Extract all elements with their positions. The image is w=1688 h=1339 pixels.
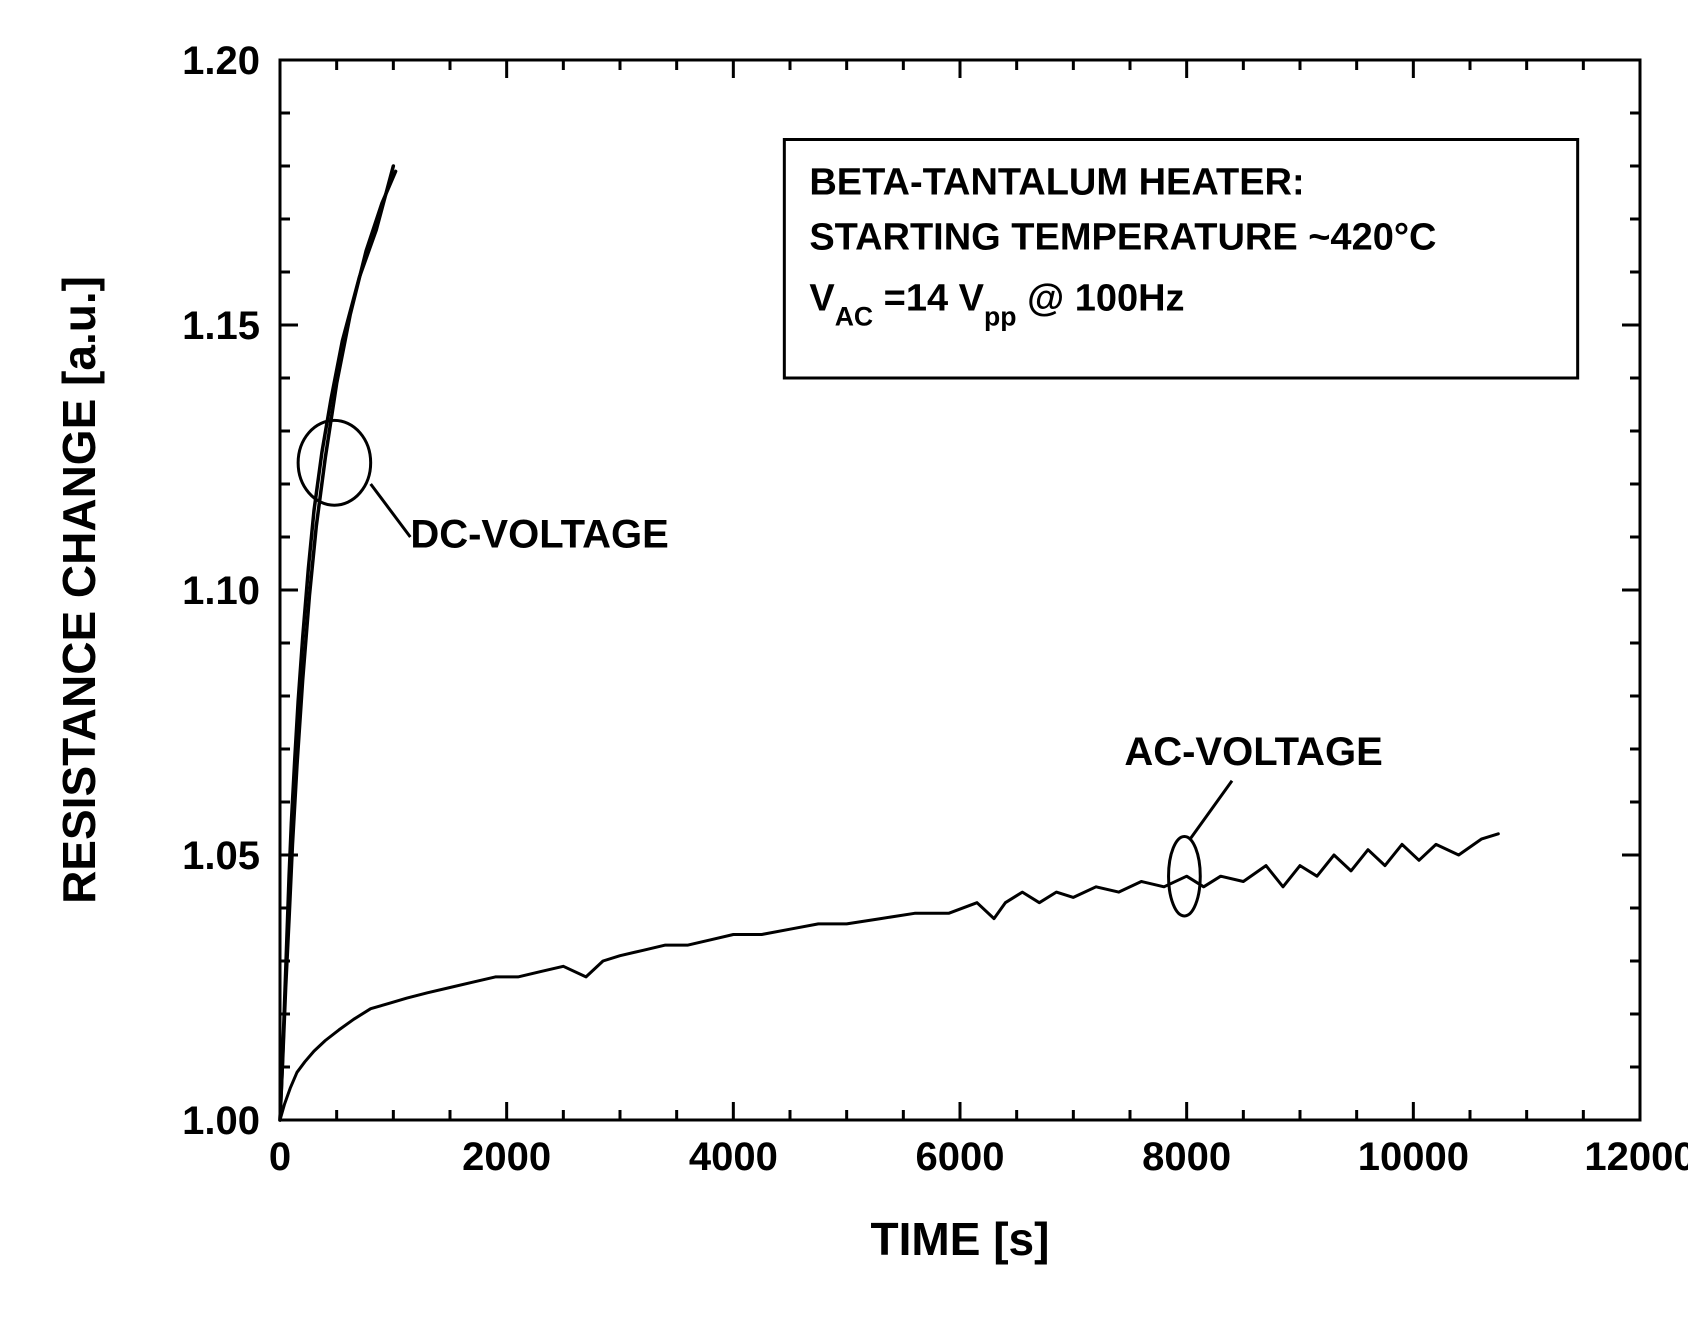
y-tick-label: 1.05: [182, 834, 260, 878]
dc-voltage-label-ellipse-icon: [298, 420, 371, 505]
x-tick-label: 0: [269, 1135, 291, 1179]
dc-voltage-label: DC-VOLTAGE: [410, 513, 669, 557]
x-tick-label: 12000: [1584, 1135, 1688, 1179]
chart-container: 0 2000 4000 6000 8000 10000 12000 TIME [s] 1.00 1…: [0, 0, 1688, 1339]
info-line-1: BETA-TANTALUM HEATER:: [809, 162, 1304, 204]
x-tick-label: 10000: [1358, 1135, 1469, 1179]
y-tick-label: 1.15: [182, 304, 260, 348]
x-axis-title: TIME [s]: [871, 1213, 1050, 1265]
y-tick-label: 1.20: [182, 39, 260, 83]
y-axis-title: RESISTANCE CHANGE [a.u.]: [53, 276, 105, 904]
x-tick-label: 8000: [1142, 1135, 1231, 1179]
x-tick-label: 4000: [689, 1135, 778, 1179]
y-tick-label: 1.10: [182, 569, 260, 613]
y-tick-label: 1.00: [182, 1099, 260, 1143]
series-DC-VOLTAGE-2: [280, 171, 396, 1120]
ac-voltage-label-leader: [1190, 781, 1232, 839]
chart-svg: 0 2000 4000 6000 8000 10000 12000 TIME [s] 1.00 1…: [0, 0, 1688, 1339]
x-tick-label: 6000: [916, 1135, 1005, 1179]
dc-voltage-label-leader: [371, 484, 411, 537]
info-line-2: STARTING TEMPERATURE ~420°C: [809, 217, 1436, 259]
ac-voltage-label: AC-VOLTAGE: [1124, 730, 1383, 774]
x-tick-label: 2000: [462, 1135, 551, 1179]
series-DC-VOLTAGE-1: [280, 166, 393, 1120]
series-AC-VOLTAGE: [280, 834, 1498, 1120]
